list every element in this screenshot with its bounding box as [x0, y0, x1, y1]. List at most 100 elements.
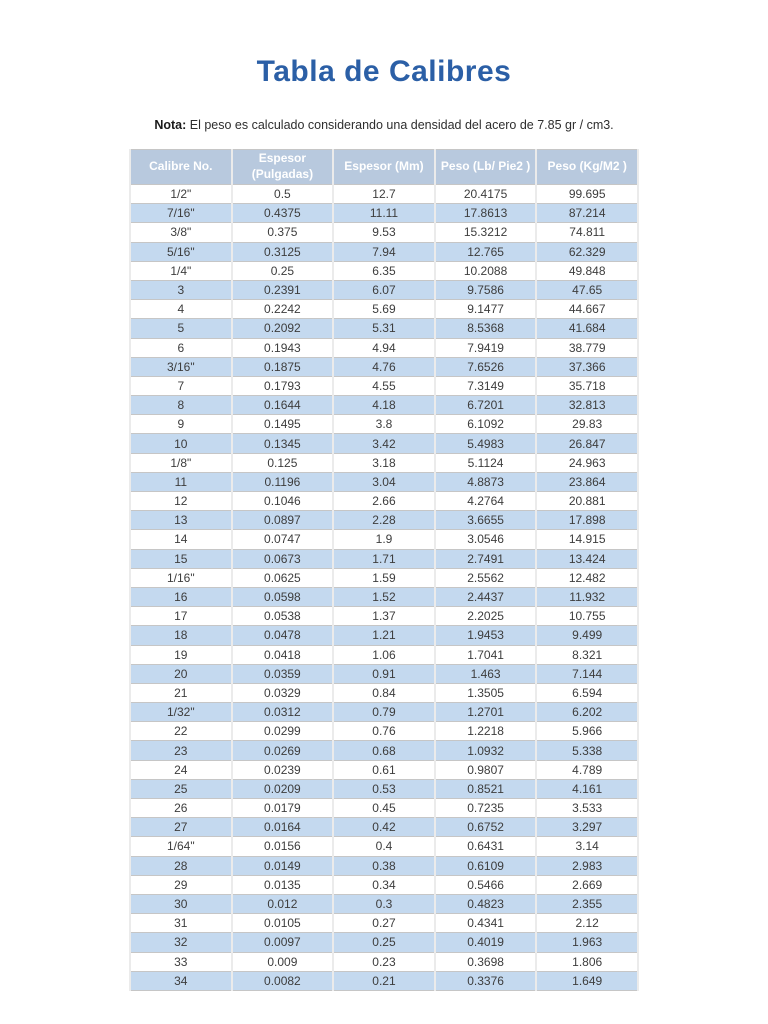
table-body: 1/2" 0.5 12.7 20.4175 99.695 7/16" 0.4375 11.11…	[129, 183, 639, 991]
cell-peso-kg-m2: 8.321	[535, 644, 639, 665]
cell-peso-kg-m2: 1.963	[535, 932, 639, 953]
table-row: 7/16" 0.4375 11.11 17.8613 87.214	[129, 203, 639, 224]
cell-peso-lb-pie2: 4.8873	[433, 471, 538, 493]
table-row: 12 0.1046 2.66 4.2764 20.881	[129, 490, 639, 512]
cell-peso-kg-m2: 32.813	[535, 395, 639, 416]
note-label: Nota:	[154, 118, 187, 132]
cell-espesor-mm: 0.3	[332, 893, 436, 915]
cell-peso-lb-pie2: 2.7491	[433, 548, 538, 569]
cell-peso-kg-m2: 49.848	[535, 260, 639, 281]
cell-espesor-pulgadas: 0.25	[230, 260, 335, 281]
cell-peso-lb-pie2: 0.8521	[433, 778, 538, 800]
cell-espesor-mm: 0.27	[332, 913, 436, 934]
cell-peso-kg-m2: 14.915	[535, 529, 639, 550]
table-row: 3 0.2391 6.07 9.7586 47.65	[129, 279, 639, 301]
cell-calibre-no: 7	[129, 375, 233, 397]
cell-espesor-pulgadas: 0.1196	[230, 471, 335, 493]
cell-calibre-no: 10	[129, 433, 233, 454]
cell-peso-lb-pie2: 8.5368	[433, 318, 538, 339]
cell-calibre-no: 29	[129, 874, 233, 895]
cell-peso-kg-m2: 11.932	[535, 586, 639, 608]
cell-espesor-mm: 0.23	[332, 951, 436, 972]
cell-peso-kg-m2: 2.669	[535, 874, 639, 895]
cell-espesor-mm: 0.45	[332, 797, 436, 819]
cell-espesor-pulgadas: 0.2391	[230, 279, 335, 301]
cell-calibre-no: 13	[129, 510, 233, 531]
table-row: 22 0.0299 0.76 1.2218 5.966	[129, 721, 639, 742]
table-row: 24 0.0239 0.61 0.9807 4.789	[129, 759, 639, 780]
cell-peso-kg-m2: 47.65	[535, 279, 639, 301]
table-row: 3/16" 0.1875 4.76 7.6526 37.366	[129, 356, 639, 377]
table-row: 10 0.1345 3.42 5.4983 26.847	[129, 433, 639, 454]
cell-espesor-mm: 1.21	[332, 625, 436, 646]
cell-espesor-mm: 1.06	[332, 644, 436, 665]
cell-espesor-mm: 0.79	[332, 702, 436, 723]
cell-peso-kg-m2: 99.695	[535, 183, 639, 205]
cell-espesor-pulgadas: 0.375	[230, 222, 335, 243]
cell-peso-kg-m2: 2.12	[535, 913, 639, 934]
cell-peso-kg-m2: 3.297	[535, 817, 639, 838]
cell-espesor-pulgadas: 0.0239	[230, 759, 335, 780]
table-row: 20 0.0359 0.91 1.463 7.144	[129, 663, 639, 684]
table-row: 7 0.1793 4.55 7.3149 35.718	[129, 375, 639, 397]
cell-peso-lb-pie2: 20.4175	[433, 183, 538, 205]
cell-peso-kg-m2: 87.214	[535, 203, 639, 224]
cell-peso-lb-pie2: 1.2218	[433, 721, 538, 742]
cell-calibre-no: 30	[129, 893, 233, 915]
table-row: 1/4" 0.25 6.35 10.2088 49.848	[129, 260, 639, 281]
cell-espesor-mm: 0.38	[332, 855, 436, 876]
cell-calibre-no: 1/4"	[129, 260, 233, 281]
cell-peso-lb-pie2: 2.2025	[433, 606, 538, 627]
cell-calibre-no: 25	[129, 778, 233, 800]
cell-espesor-pulgadas: 0.0598	[230, 586, 335, 608]
cell-peso-lb-pie2: 0.4341	[433, 913, 538, 934]
cell-peso-lb-pie2: 0.9807	[433, 759, 538, 780]
cell-espesor-mm: 9.53	[332, 222, 436, 243]
cell-peso-lb-pie2: 1.7041	[433, 644, 538, 665]
table-row: 19 0.0418 1.06 1.7041 8.321	[129, 644, 639, 665]
cell-peso-lb-pie2: 6.7201	[433, 395, 538, 416]
table-head: Calibre No. Espesor (Pulgadas) Espesor (…	[129, 149, 639, 185]
cell-peso-kg-m2: 44.667	[535, 299, 639, 320]
cell-peso-kg-m2: 17.898	[535, 510, 639, 531]
table-row: 27 0.0164 0.42 0.6752 3.297	[129, 817, 639, 838]
cell-espesor-pulgadas: 0.0269	[230, 740, 335, 761]
cell-espesor-pulgadas: 0.0097	[230, 932, 335, 953]
cell-espesor-mm: 0.68	[332, 740, 436, 761]
table-row: 30 0.012 0.3 0.4823 2.355	[129, 893, 639, 915]
cell-calibre-no: 12	[129, 490, 233, 512]
cell-calibre-no: 8	[129, 395, 233, 416]
cell-peso-lb-pie2: 1.3505	[433, 682, 538, 704]
cell-peso-kg-m2: 26.847	[535, 433, 639, 454]
table-row: 34 0.0082 0.21 0.3376 1.649	[129, 970, 639, 991]
col-header-peso-kg-m2: Peso (Kg/M2 )	[535, 149, 639, 185]
cell-calibre-no: 7/16"	[129, 203, 233, 224]
cell-peso-lb-pie2: 0.4019	[433, 932, 538, 953]
cell-espesor-mm: 4.76	[332, 356, 436, 377]
cell-espesor-pulgadas: 0.3125	[230, 241, 335, 262]
cell-calibre-no: 31	[129, 913, 233, 934]
cell-calibre-no: 4	[129, 299, 233, 320]
cell-peso-kg-m2: 2.983	[535, 855, 639, 876]
table-row: 32 0.0097 0.25 0.4019 1.963	[129, 932, 639, 953]
note: Nota: El peso es calculado considerando …	[0, 118, 768, 132]
table-row: 17 0.0538 1.37 2.2025 10.755	[129, 606, 639, 627]
cell-peso-kg-m2: 37.366	[535, 356, 639, 377]
cell-peso-kg-m2: 3.14	[535, 836, 639, 857]
cell-espesor-pulgadas: 0.0897	[230, 510, 335, 531]
cell-espesor-pulgadas: 0.2242	[230, 299, 335, 320]
table-row: 3/8" 0.375 9.53 15.3212 74.811	[129, 222, 639, 243]
cell-espesor-pulgadas: 0.0299	[230, 721, 335, 742]
cell-peso-lb-pie2: 10.2088	[433, 260, 538, 281]
cell-peso-lb-pie2: 0.6109	[433, 855, 538, 876]
cell-peso-kg-m2: 5.966	[535, 721, 639, 742]
cell-espesor-pulgadas: 0.012	[230, 893, 335, 915]
cell-espesor-pulgadas: 0.2092	[230, 318, 335, 339]
cell-calibre-no: 32	[129, 932, 233, 953]
cell-calibre-no: 5	[129, 318, 233, 339]
cell-espesor-mm: 2.28	[332, 510, 436, 531]
cell-espesor-pulgadas: 0.0164	[230, 817, 335, 838]
cell-espesor-mm: 1.9	[332, 529, 436, 550]
cell-espesor-pulgadas: 0.4375	[230, 203, 335, 224]
cell-peso-lb-pie2: 0.3698	[433, 951, 538, 972]
